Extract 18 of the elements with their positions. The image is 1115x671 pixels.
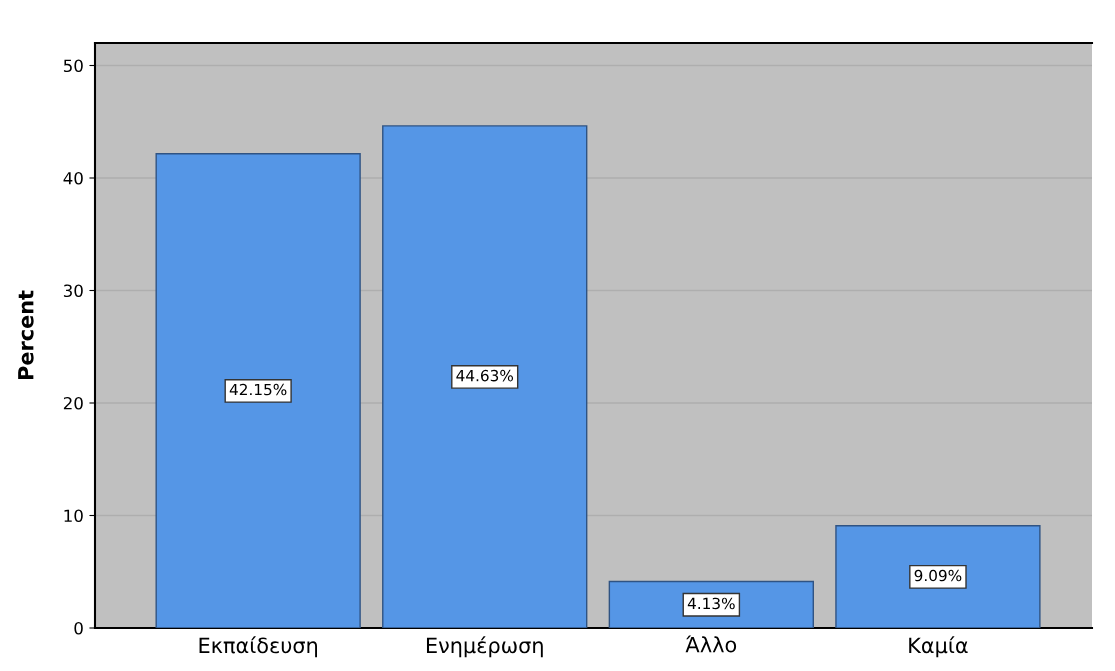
bar [155, 153, 361, 628]
data-label: 4.13% [687, 597, 735, 610]
data-label: 44.63% [456, 369, 514, 382]
x-tick-label: Άλλο [685, 635, 737, 653]
data-label: 9.09% [914, 569, 962, 582]
x-tick-label: Εκπαίδευση [199, 636, 317, 658]
x-tick-label: Ενημέρωση [426, 636, 543, 658]
y-tick-label: 30 [63, 284, 83, 298]
y-tick-label: 40 [63, 171, 83, 185]
y-tick-label: 20 [63, 396, 83, 410]
bar [835, 525, 1041, 628]
y-axis-title: Percent [18, 290, 34, 380]
bar [382, 125, 588, 628]
y-tick-label: 10 [64, 509, 83, 523]
data-label: 42.15% [229, 383, 287, 396]
y-tick-label: 0 [74, 621, 83, 635]
y-tick-label: 50 [63, 59, 83, 73]
x-tick-label: Καμία [909, 636, 968, 658]
